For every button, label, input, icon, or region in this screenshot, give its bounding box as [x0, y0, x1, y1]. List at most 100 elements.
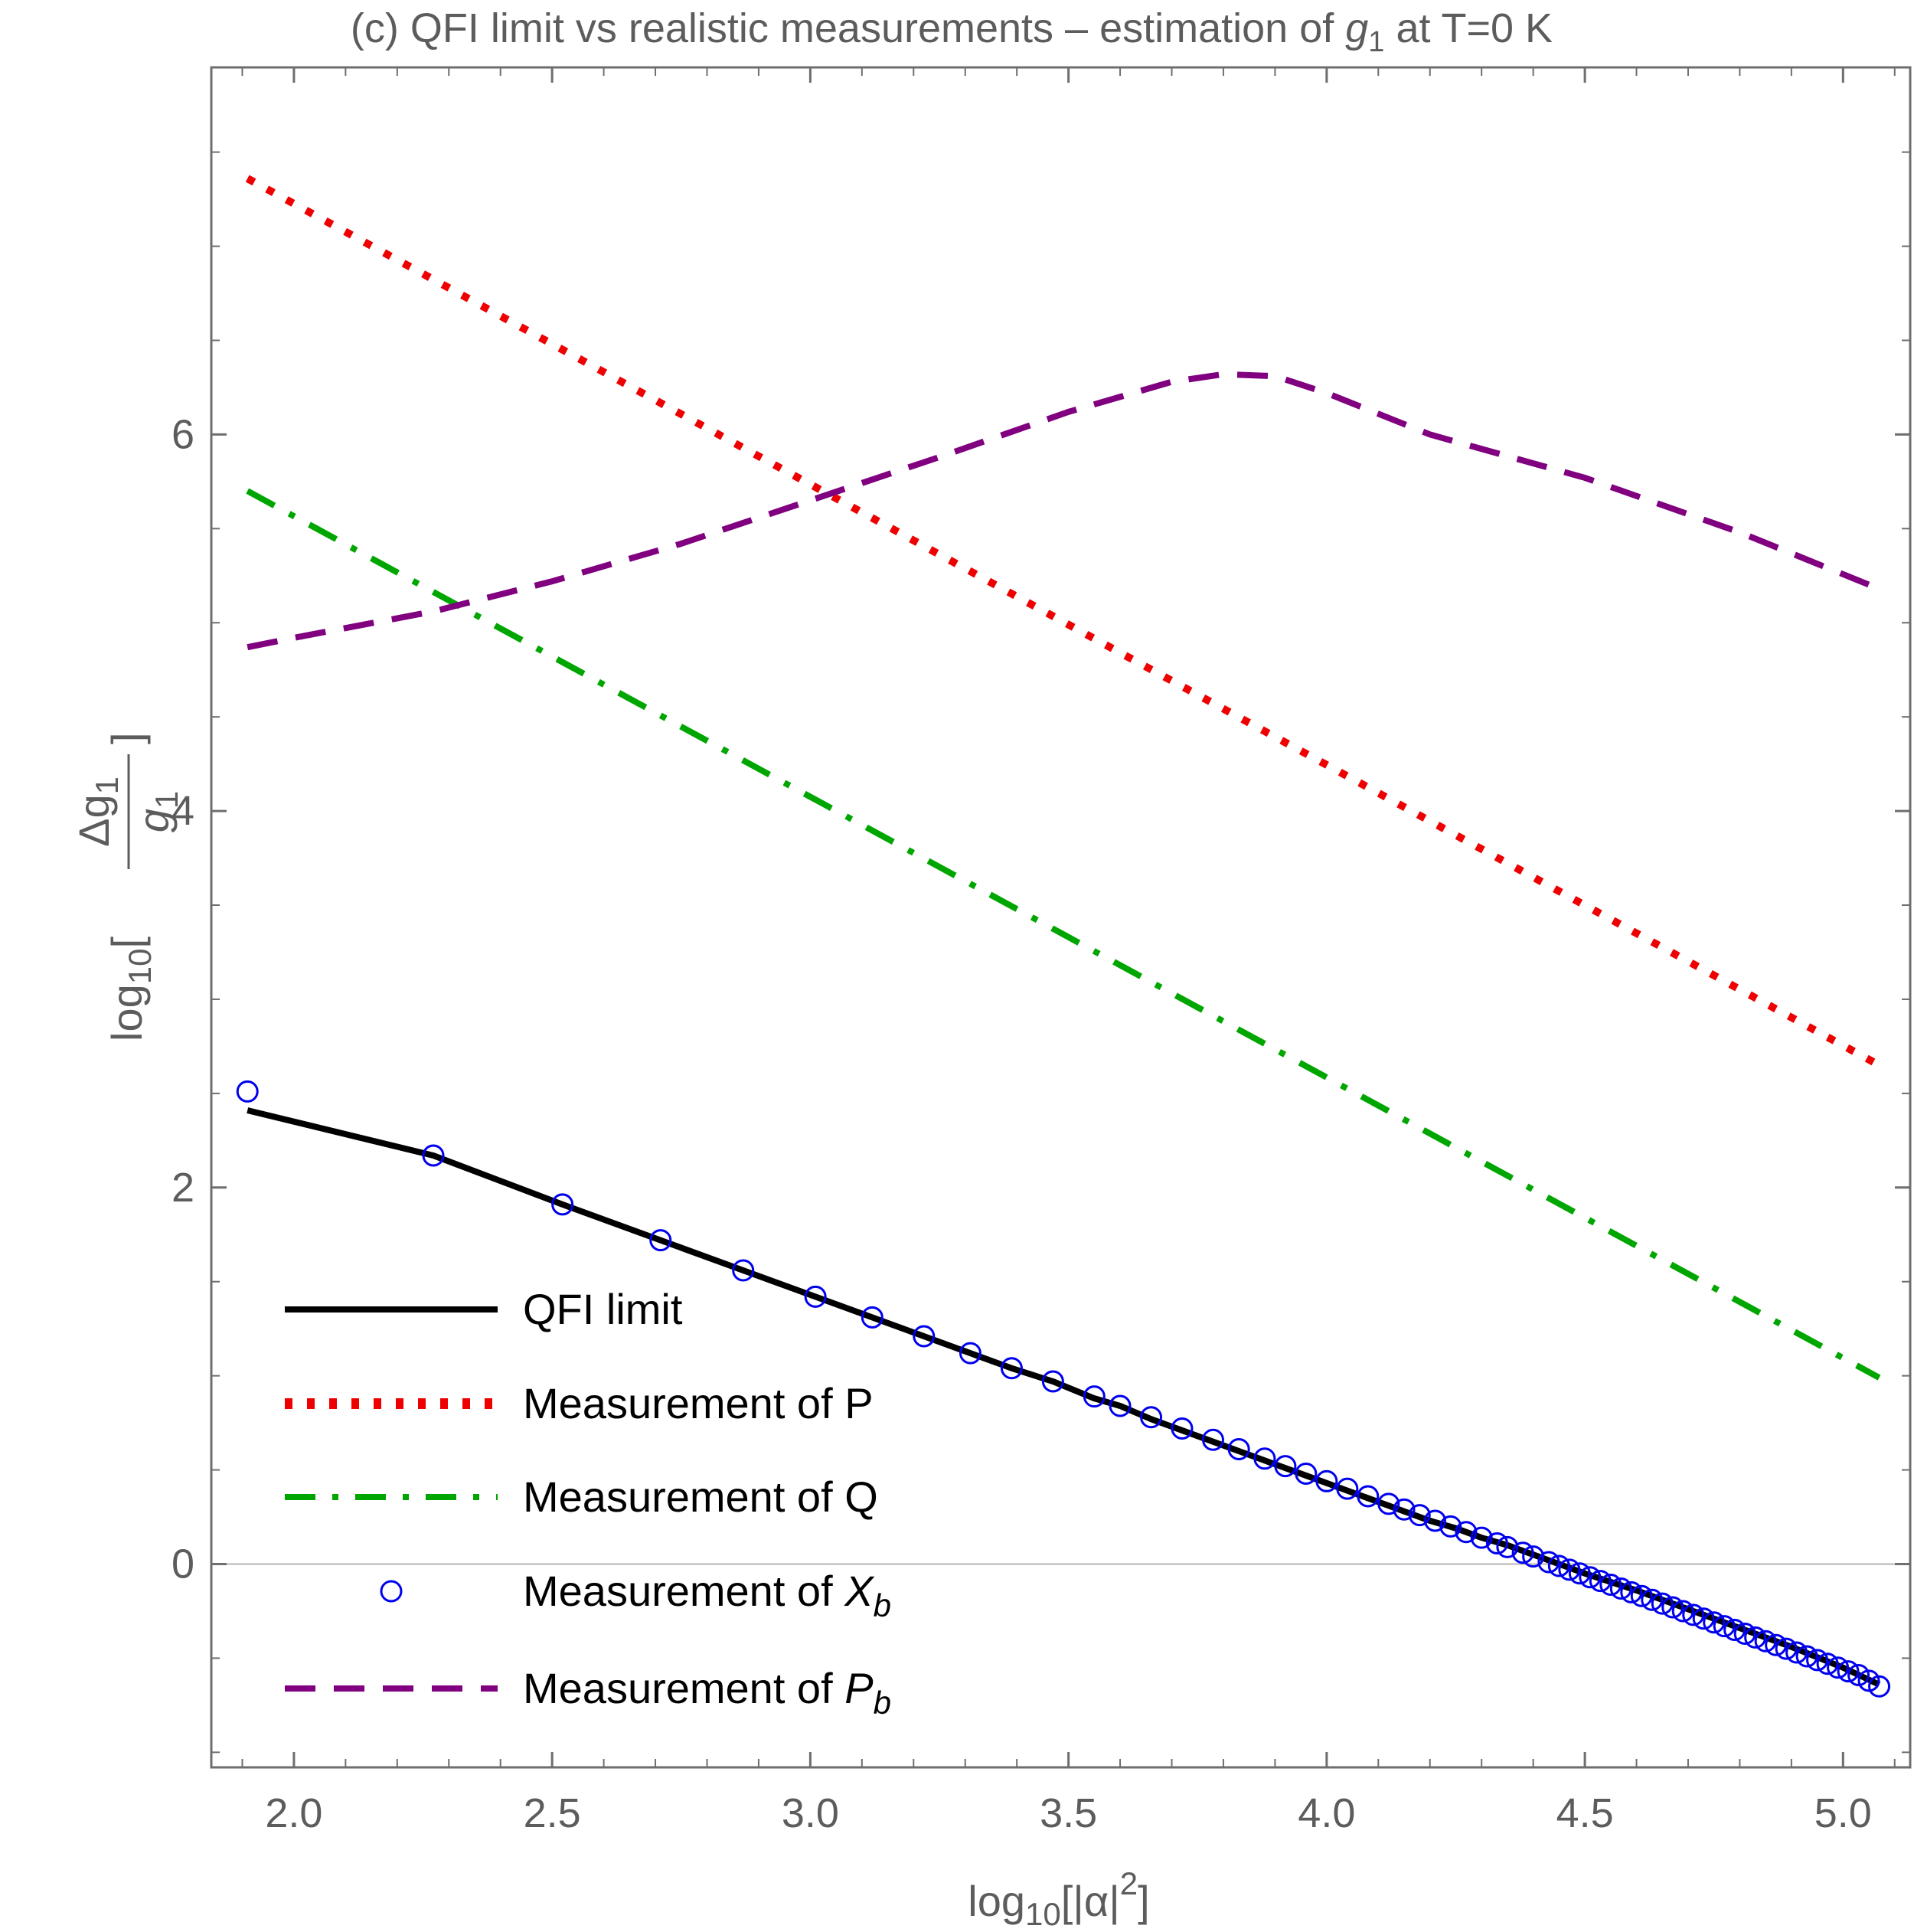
data-point	[804, 1285, 827, 1308]
data-point	[1000, 1357, 1023, 1380]
y-tick-label: 6	[171, 411, 194, 457]
y-label-close: ]	[103, 732, 151, 744]
data-point	[1041, 1370, 1064, 1393]
data-point	[1171, 1417, 1194, 1440]
data-point	[1692, 1607, 1715, 1630]
y-axis-ticks: 0 2 4 6	[171, 151, 1910, 1754]
data-point	[649, 1229, 672, 1252]
x-label-superscript: 2	[1120, 1865, 1138, 1901]
data-point	[1568, 1562, 1591, 1585]
y-label-prefix: log	[103, 984, 151, 1041]
data-point	[551, 1193, 574, 1216]
data-point	[1661, 1596, 1684, 1619]
data-point	[1393, 1498, 1416, 1521]
data-point	[1785, 1641, 1808, 1664]
data-point	[1377, 1492, 1400, 1515]
x-tick-label: 4.5	[1556, 1790, 1614, 1836]
data-point	[1733, 1622, 1756, 1645]
data-point	[1837, 1660, 1860, 1683]
x-label-prefix: log	[968, 1877, 1025, 1925]
y-tick-label: 2	[171, 1165, 194, 1211]
data-point	[1315, 1469, 1338, 1492]
data-point	[1470, 1526, 1493, 1549]
legend-marker	[380, 1580, 403, 1603]
data-point	[1140, 1406, 1163, 1429]
data-point	[1201, 1428, 1224, 1451]
series-layer	[236, 175, 1891, 1698]
data-point	[1868, 1675, 1891, 1698]
data-point	[1253, 1447, 1276, 1470]
data-point	[1522, 1545, 1545, 1568]
data-point	[1744, 1626, 1767, 1649]
series-3	[236, 1080, 1891, 1698]
data-point	[1713, 1615, 1736, 1638]
data-point	[1455, 1521, 1478, 1544]
title-main: (c) QFI limit vs realistic measurements …	[351, 5, 1345, 51]
y-label-numerator: Δg1	[70, 776, 125, 847]
legend-label-text: Measurement of P	[523, 1379, 874, 1427]
legend-label: Measurement of P	[523, 1379, 874, 1427]
data-point	[1357, 1485, 1380, 1508]
x-axis-label: log10[|α|2]	[968, 1865, 1149, 1932]
data-point	[1703, 1611, 1726, 1634]
data-point	[1485, 1532, 1508, 1554]
x-label-close: ]	[1138, 1877, 1150, 1925]
data-point	[1439, 1515, 1462, 1538]
x-tick-label: 2.0	[265, 1790, 322, 1836]
data-point	[861, 1306, 884, 1329]
legend-label-subscript: b	[874, 1685, 891, 1721]
data-point	[1408, 1504, 1431, 1527]
data-point	[1558, 1558, 1581, 1581]
data-point	[913, 1325, 936, 1348]
x-tick-label: 4.0	[1298, 1790, 1355, 1836]
data-point	[1496, 1535, 1519, 1558]
legend-label: Measurement of Xb	[523, 1567, 891, 1623]
legend-label-text: Measurement of	[523, 1664, 844, 1712]
title-tail: at T=0 K	[1384, 5, 1553, 51]
legend-label: Measurement of Pb	[523, 1664, 891, 1721]
data-point	[1775, 1637, 1798, 1660]
data-point	[1806, 1649, 1829, 1672]
y-tick-label: 0	[171, 1541, 194, 1587]
data-point	[1671, 1600, 1694, 1623]
y-label-numerator-subscript: 1	[89, 776, 125, 794]
legend-label-variable: X	[843, 1567, 875, 1615]
data-point	[1109, 1394, 1132, 1417]
data-point	[1274, 1455, 1297, 1478]
x-tick-label: 3.5	[1040, 1790, 1097, 1836]
data-point	[1599, 1574, 1622, 1597]
data-point	[1765, 1633, 1788, 1656]
y-label-prefix-text: log10[	[103, 937, 158, 1041]
legend-label: QFI limit	[523, 1285, 683, 1333]
data-point	[1295, 1462, 1318, 1485]
legend: QFI limit Measurement of P Measurement of …	[285, 1285, 891, 1721]
legend-item: Measurement of Xb	[380, 1567, 891, 1623]
plot-frame	[210, 66, 1912, 1769]
y-label-denominator-subscript: 1	[149, 791, 185, 809]
y-label-numerator-text: Δg	[70, 794, 118, 847]
data-point	[1827, 1656, 1850, 1679]
data-point	[1547, 1554, 1570, 1577]
data-point	[732, 1259, 755, 1282]
data-point	[1589, 1570, 1612, 1593]
legend-item: Measurement of Q	[285, 1473, 878, 1521]
y-label-denominator-text: g	[129, 809, 178, 832]
data-point	[422, 1144, 445, 1167]
series-line	[247, 371, 1881, 651]
data-point	[1083, 1385, 1106, 1408]
data-point	[1579, 1566, 1602, 1589]
y-label-denominator: g1	[129, 791, 185, 833]
x-axis-ticks: 2.0 2.5 3.0 3.5 4.0 4.5 5.0	[241, 67, 1896, 1836]
data-point	[1537, 1551, 1560, 1574]
data-point	[1682, 1603, 1705, 1626]
chart-title: (c) QFI limit vs realistic measurements …	[351, 5, 1553, 58]
y-tick-label: 4	[171, 788, 194, 834]
y-label-prefix-subscript: 10	[122, 949, 158, 985]
legend-label-text: Measurement of Q	[523, 1473, 878, 1521]
series-2	[246, 488, 1881, 1381]
data-point	[1423, 1509, 1446, 1532]
legend-label-text: Measurement of	[523, 1567, 844, 1615]
data-point	[959, 1342, 981, 1365]
